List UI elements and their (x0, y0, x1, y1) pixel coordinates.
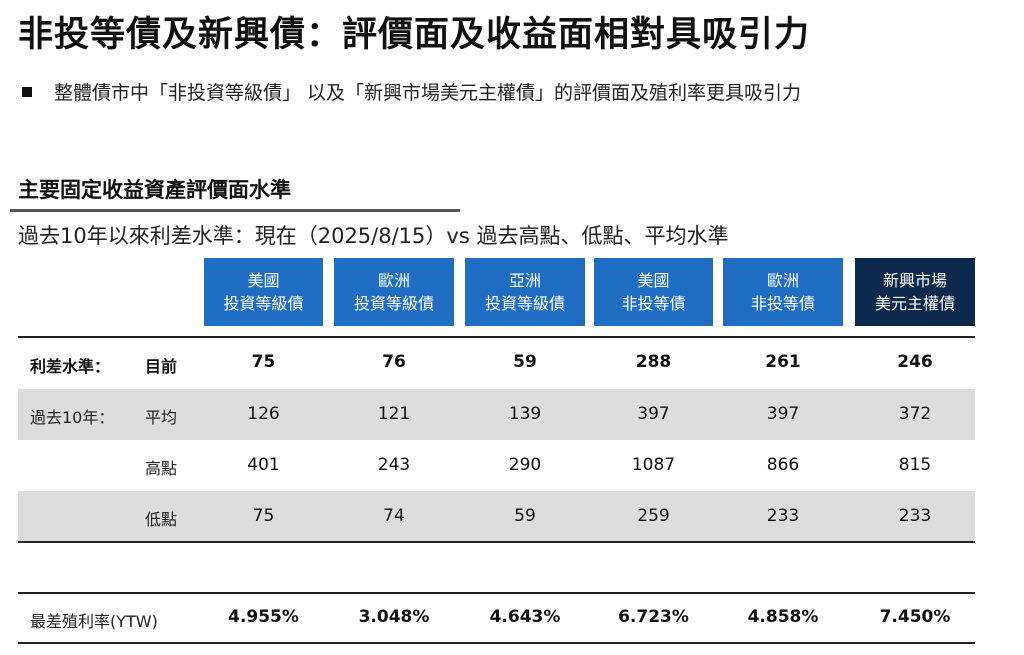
table-cell: 815 (898, 455, 932, 475)
row-label-current: 目前 (145, 357, 178, 376)
column-header-line1: 歐洲 (766, 271, 799, 290)
table-cell: 233 (898, 506, 932, 526)
column-header-line1: 新興市場 (882, 271, 947, 290)
table-cell: 401 (247, 455, 280, 475)
table-cell: 866 (766, 455, 800, 475)
column-header-line1: 美國 (247, 271, 280, 290)
table-cell: 75 (251, 352, 276, 372)
ytw-cell: 3.048% (358, 607, 430, 627)
table-cell: 1087 (631, 455, 676, 475)
ytw-cell: 4.858% (747, 607, 819, 627)
ytw-cell: 7.450% (879, 607, 951, 627)
ytw-bottom-rule (18, 642, 975, 644)
table-cell: 59 (514, 506, 536, 526)
table-cell: 259 (637, 506, 670, 526)
column-header-em-sovereign: 新興市場 美元主權債 (855, 258, 975, 326)
row-band-average (18, 389, 975, 440)
ytw-cell: 4.955% (228, 607, 299, 627)
table-top-rule (18, 336, 975, 338)
table-cell: 75 (252, 506, 275, 526)
row-band-low (18, 491, 975, 542)
table-cell: 59 (513, 352, 537, 372)
table-cell: 74 (383, 506, 405, 526)
ytw-cell: 6.723% (618, 607, 689, 627)
ytw-cell: 4.643% (489, 607, 561, 627)
table-cell: 290 (508, 455, 542, 475)
column-header-asia-ig: 亞洲 投資等級債 (465, 258, 585, 326)
column-header-line1: 歐洲 (377, 271, 410, 290)
row-label-low: 低點 (145, 510, 178, 529)
table-cell: 246 (897, 352, 933, 372)
section-title-underline (10, 209, 460, 212)
table-bottom-rule (18, 541, 975, 543)
ytw-top-rule (18, 592, 975, 594)
table-cell: 397 (766, 404, 800, 424)
table-cell: 121 (377, 404, 411, 424)
group-label-past10: 過去10年： (30, 408, 115, 427)
column-header-eu-hy: 歐洲 非投等債 (723, 258, 843, 326)
table-cell: 372 (898, 404, 932, 424)
column-header-us-hy: 美國 非投等債 (594, 258, 713, 326)
column-header-eu-ig: 歐洲 投資等級債 (334, 258, 454, 326)
table-cell: 76 (382, 352, 406, 372)
table-caption: 過去10年以來利差水準：現在（2025/8/15）vs 過去高點、低點、平均水準 (18, 224, 729, 248)
column-header-line2: 投資等級債 (223, 294, 304, 313)
column-header-line1: 美國 (637, 271, 670, 290)
column-header-line2: 美元主權債 (874, 294, 955, 313)
table-cell: 126 (247, 404, 280, 424)
table-cell: 233 (766, 506, 800, 526)
column-header-line2: 投資等級債 (484, 294, 565, 313)
row-label-average: 平均 (145, 408, 178, 427)
section-title: 主要固定收益資產評價面水準 (18, 178, 291, 202)
table-cell: 139 (508, 404, 542, 424)
table-cell: 243 (377, 455, 411, 475)
column-header-line2: 非投等債 (750, 294, 815, 313)
bullet-text: 整體債市中「非投資等級債」 以及「新興市場美元主權債」的評價面及殖利率更具吸引力 (54, 82, 802, 104)
row-label-high: 高點 (145, 459, 178, 478)
column-header-us-ig: 美國 投資等級債 (204, 258, 323, 326)
page-title: 非投等債及新興債：評價面及收益面相對具吸引力 (18, 15, 811, 55)
table-cell: 397 (637, 404, 670, 424)
table-cell: 288 (635, 352, 672, 372)
square-bullet-icon (22, 87, 32, 97)
ytw-label: 最差殖利率(YTW) (30, 612, 158, 631)
table-cell: 261 (765, 352, 801, 372)
column-header-line2: 投資等級債 (353, 294, 434, 313)
column-header-line1: 亞洲 (508, 271, 541, 290)
column-header-line2: 非投等債 (621, 294, 686, 313)
group-label-spread: 利差水準： (30, 357, 111, 376)
